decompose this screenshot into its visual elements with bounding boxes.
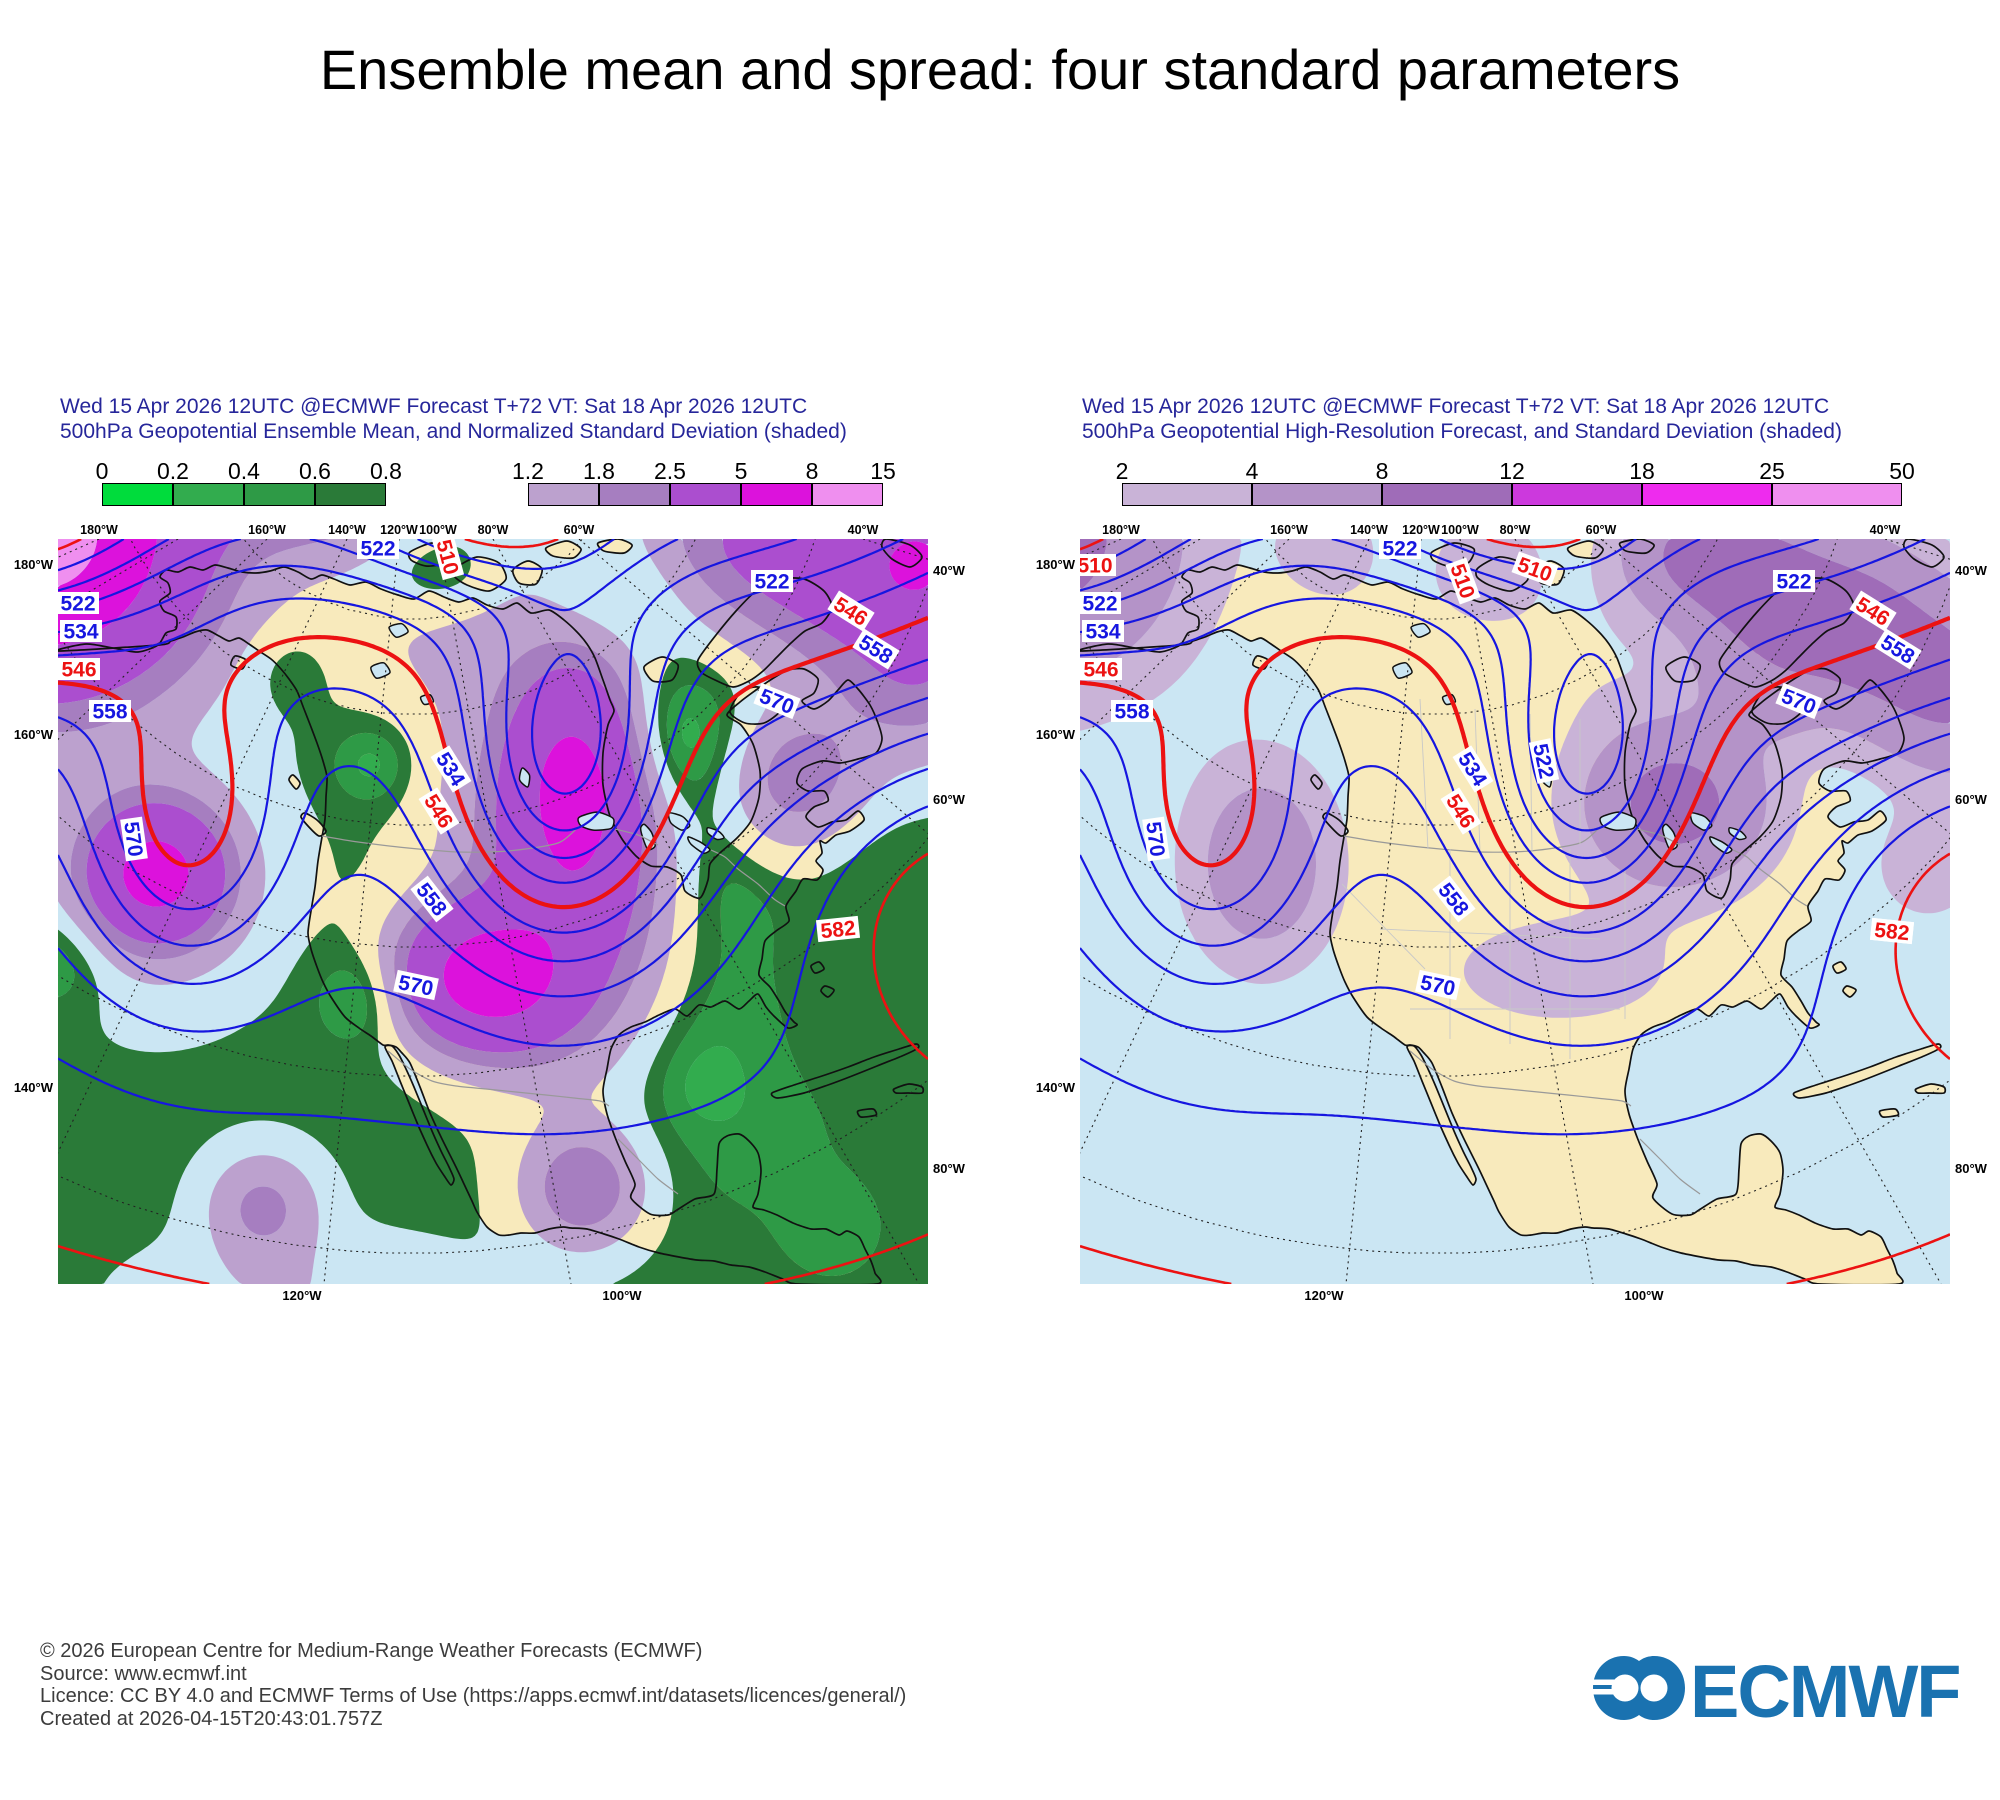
svg-text:522: 522 xyxy=(1382,539,1417,561)
svg-text:522: 522 xyxy=(754,571,789,594)
svg-text:558: 558 xyxy=(1114,701,1149,724)
svg-text:570: 570 xyxy=(1141,820,1169,858)
svg-text:ECMWF: ECMWF xyxy=(1690,1650,1960,1728)
svg-text:570: 570 xyxy=(119,820,147,858)
svg-text:522: 522 xyxy=(60,593,95,616)
svg-text:534: 534 xyxy=(63,621,98,644)
svg-text:582: 582 xyxy=(819,917,856,944)
svg-text:522: 522 xyxy=(1082,593,1117,616)
svg-text:546: 546 xyxy=(1083,659,1118,682)
svg-text:582: 582 xyxy=(1873,919,1910,946)
svg-text:534: 534 xyxy=(1085,621,1120,644)
svg-text:522: 522 xyxy=(360,539,395,561)
svg-text:546: 546 xyxy=(61,659,96,682)
svg-text:522: 522 xyxy=(1776,571,1811,594)
svg-text:558: 558 xyxy=(92,701,127,724)
svg-text:510: 510 xyxy=(1080,555,1113,578)
